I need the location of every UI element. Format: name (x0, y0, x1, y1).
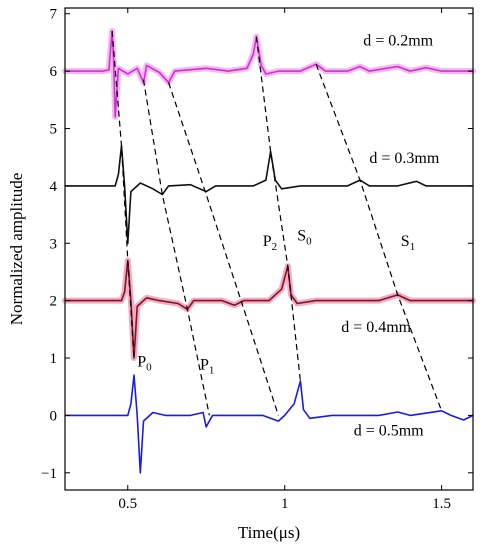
mode-line-2 (168, 82, 279, 416)
mode-annotation-4: S1 (401, 233, 415, 253)
series-label-1: d = 0.3mm (369, 150, 439, 167)
mode-annotation-2: P2 (263, 233, 277, 253)
x-tick-label-2: 1.5 (432, 496, 451, 512)
labels-layer: d = 0.2mm d = 0.3mm d = 0.4mm d = 0.5mm P0 P1… (137, 32, 440, 439)
series-label-3: d = 0.5mm (354, 423, 424, 440)
mode-line-4 (315, 63, 443, 412)
plot-frame (64, 7, 474, 491)
mode-annotation-0: P0 (137, 354, 152, 374)
x-tick-label-1: 1 (281, 496, 289, 512)
ticks-layer: 0.5 1 1.5 −1 0 1 2 3 4 5 6 7 (41, 7, 473, 512)
series-label-0: d = 0.2mm (363, 32, 433, 49)
series-layer (62, 28, 476, 474)
y-tick-label-0: −1 (41, 466, 57, 482)
mode-lines-layer (111, 30, 443, 416)
mode-line-3 (255, 36, 301, 382)
y-axis-title: Normalized amplitude (7, 173, 26, 325)
y-tick-label-2: 1 (50, 351, 58, 367)
y-tick-label-3: 2 (50, 294, 58, 310)
mode-annotation-3: S0 (297, 227, 312, 247)
mode-line-0 (111, 30, 135, 359)
mode-annotation-1: P1 (200, 357, 214, 377)
y-tick-label-8: 7 (50, 7, 58, 23)
y-tick-label-1: 0 (50, 408, 58, 424)
series-line-2 (65, 259, 473, 359)
y-tick-label-6: 5 (50, 122, 58, 138)
mode-line-1 (142, 79, 210, 416)
y-tick-label-7: 6 (50, 64, 58, 80)
x-tick-label-0: 0.5 (118, 496, 137, 512)
series-line-1 (65, 144, 473, 245)
series-line-0 (65, 30, 473, 118)
y-tick-label-5: 4 (50, 179, 58, 195)
series-label-2: d = 0.4mm (341, 319, 411, 336)
y-tick-label-4: 3 (50, 236, 58, 252)
series-line-3 (65, 374, 474, 474)
x-axis-title: Time(μs) (238, 523, 300, 542)
